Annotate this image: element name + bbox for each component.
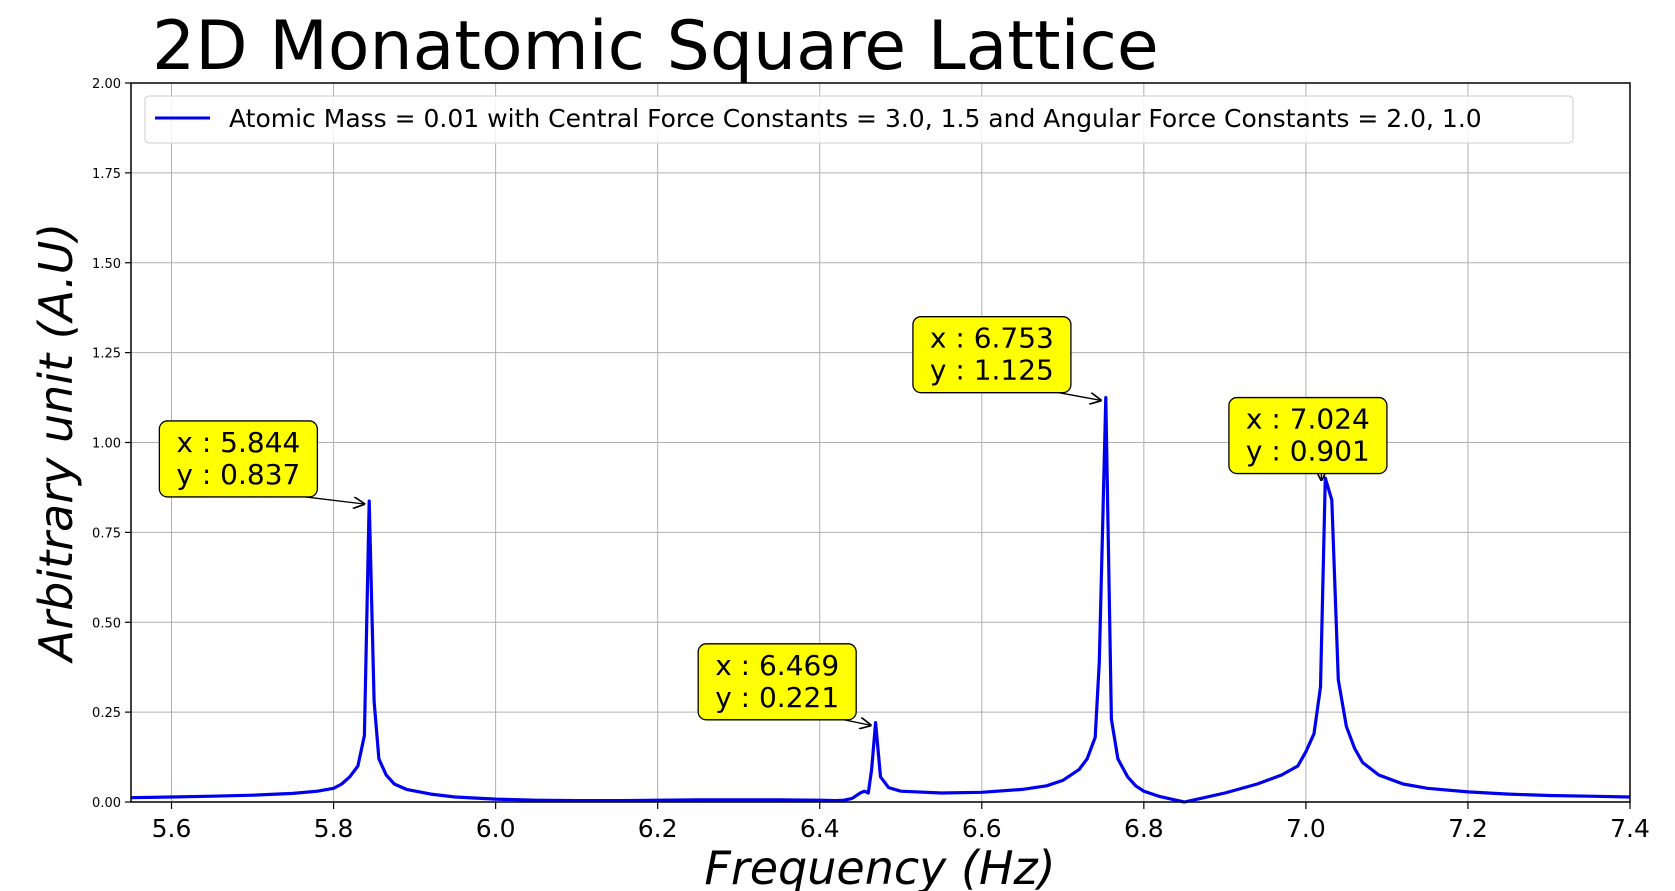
x-tick-label: 5.6 <box>152 814 192 843</box>
legend: Atomic Mass = 0.01 with Central Force Co… <box>144 95 1574 144</box>
series-line <box>130 396 1631 804</box>
x-tick-label: 6.4 <box>800 814 840 843</box>
x-tick-label: 7.0 <box>1286 814 1326 843</box>
y-axis-label: Arbitrary unit (A.U) <box>29 223 83 665</box>
y-tick-label: 0.25 <box>92 706 121 721</box>
annotation-box <box>158 420 319 498</box>
x-tick-label: 6.0 <box>476 814 516 843</box>
x-tick-label: 7.4 <box>1610 814 1650 843</box>
annotation-arrow <box>1058 392 1102 401</box>
y-tick-label: 2.00 <box>92 77 121 92</box>
plot-frame <box>130 82 1631 803</box>
annotation-x-label: x : 7.024 <box>1246 403 1370 436</box>
x-axis-label: Frequency (Hz) <box>704 841 1055 891</box>
annotation-box <box>912 316 1072 394</box>
y-tick-label: 1.00 <box>92 437 121 452</box>
x-axis-ticks: 5.6 5.8 6.0 6.2 6.4 6.6 6.8 7.0 7.2 7.4 <box>152 802 1650 843</box>
x-tick-label: 6.6 <box>962 814 1002 843</box>
annotation-y-label: y : 0.901 <box>1246 435 1370 468</box>
x-tick-label: 6.2 <box>638 814 678 843</box>
legend-box <box>144 95 1574 144</box>
y-axis-ticks: 0.00 0.25 0.50 0.75 1.00 1.25 1.50 1.75 2.00 <box>92 77 131 811</box>
y-tick-label: 1.25 <box>92 347 121 362</box>
annotation-y-label: y : 0.837 <box>176 458 300 491</box>
y-tick-label: 0.75 <box>92 526 121 541</box>
annotation-y-label: y : 1.125 <box>930 354 1054 387</box>
annotation-x-label: x : 5.844 <box>176 426 300 459</box>
y-tick-label: 0.50 <box>92 616 121 631</box>
annotation-y-label: y : 0.221 <box>715 681 839 714</box>
series-layer <box>130 396 1631 804</box>
x-tick-label: 5.8 <box>314 814 354 843</box>
annotation-arrow <box>844 720 871 726</box>
y-tick-label: 0.00 <box>92 796 121 811</box>
annotation-x-label: x : 6.753 <box>930 322 1054 355</box>
chart-title: 2D Monatomic Square Lattice <box>152 7 1159 86</box>
x-tick-label: 6.8 <box>1124 814 1164 843</box>
x-tick-label: 7.2 <box>1448 814 1488 843</box>
grid <box>131 83 1630 802</box>
annotation-arrow <box>305 496 365 504</box>
y-tick-label: 1.75 <box>92 167 121 182</box>
annotation-x-label: x : 6.469 <box>715 649 839 682</box>
annotation-box <box>697 643 857 721</box>
annotation-box <box>1228 396 1388 475</box>
y-tick-label: 1.50 <box>92 257 121 272</box>
legend-label: Atomic Mass = 0.01 with Central Force Co… <box>229 104 1482 133</box>
